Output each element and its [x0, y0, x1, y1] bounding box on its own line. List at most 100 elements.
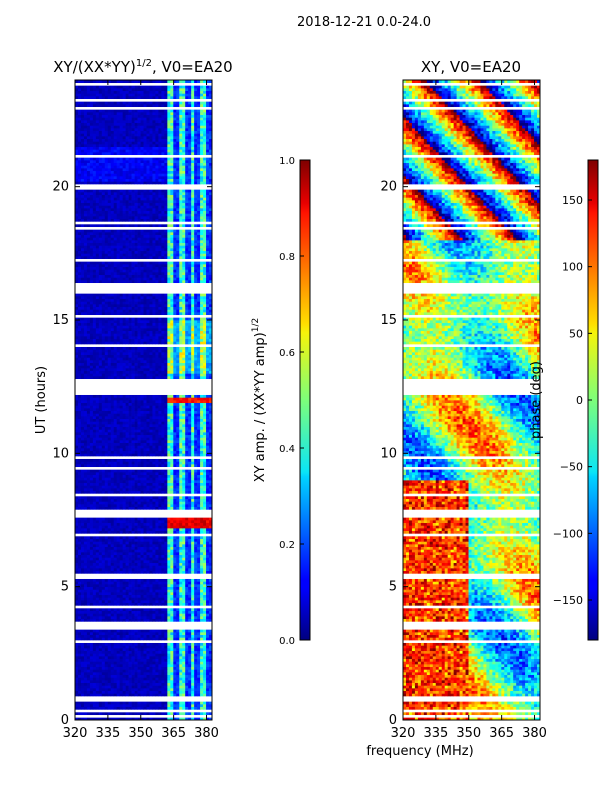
heatmap-cell — [167, 434, 171, 438]
heatmap-cell — [176, 458, 180, 462]
heatmap-cell — [197, 424, 201, 428]
heatmap-cell — [161, 618, 165, 622]
heatmap-cell — [149, 376, 153, 380]
heatmap-cell — [143, 608, 147, 612]
heatmap-cell — [146, 520, 150, 524]
heatmap-cell — [143, 682, 147, 686]
heatmap-cell — [86, 549, 91, 553]
heatmap-cell — [101, 610, 106, 614]
heatmap-cell — [125, 600, 129, 604]
heatmap-cell — [155, 434, 159, 438]
heatmap-cell — [200, 594, 204, 598]
heatmap-cell — [185, 680, 189, 684]
heatmap-cell — [149, 616, 153, 620]
heatmap-cell — [137, 517, 141, 521]
heatmap-cell — [101, 549, 106, 553]
heatmap-cell — [113, 442, 118, 446]
heatmap-cell — [134, 592, 138, 596]
heatmap-cell — [158, 520, 162, 524]
heatmap-cell — [209, 469, 212, 473]
heatmap-cell — [131, 418, 135, 422]
heatmap-cell — [206, 373, 210, 377]
heatmap-cell — [197, 653, 201, 657]
heatmap-cell — [101, 685, 106, 689]
heatmap-cell — [194, 405, 198, 409]
heatmap-cell — [77, 664, 82, 668]
heatmap-cell — [149, 429, 153, 433]
heatmap-cell — [107, 581, 112, 585]
heatmap-cell — [170, 642, 174, 646]
heatmap-cell — [143, 712, 147, 716]
heatmap-cell — [140, 600, 144, 604]
heatmap-cell — [164, 504, 168, 508]
heatmap-cell — [80, 650, 85, 654]
heatmap-cell — [75, 642, 79, 646]
heatmap-cell — [98, 397, 103, 401]
heatmap-cell — [77, 498, 82, 502]
heatmap-cell — [101, 416, 106, 420]
heatmap-cell — [167, 458, 171, 462]
heatmap-cell — [77, 426, 82, 430]
heatmap-cell — [77, 608, 82, 612]
heatmap-cell — [191, 458, 195, 462]
heatmap-cell — [194, 400, 198, 404]
heatmap-cell — [128, 592, 132, 596]
heatmap-cell — [98, 482, 103, 486]
heatmap-cell — [185, 653, 189, 657]
heatmap-cell — [125, 568, 129, 572]
heatmap-cell — [143, 405, 147, 409]
heatmap-cell — [110, 434, 115, 438]
heatmap-cell — [203, 410, 207, 414]
heatmap-cell — [137, 634, 141, 638]
heatmap-cell — [176, 693, 180, 697]
heatmap-cell — [185, 496, 189, 500]
heatmap-cell — [203, 437, 207, 441]
heatmap-cell — [131, 653, 135, 657]
heatmap-cell — [143, 600, 147, 604]
heatmap-cell — [86, 485, 91, 489]
heatmap-cell — [179, 677, 183, 681]
heatmap-cell — [203, 666, 207, 670]
heatmap-cell — [113, 408, 118, 412]
heatmap-cell — [101, 680, 106, 684]
heatmap-cell — [167, 701, 171, 705]
heatmap-cell — [149, 650, 153, 654]
heatmap-cell — [134, 637, 138, 641]
heatmap-cell — [182, 376, 186, 380]
heatmap-cell — [140, 402, 144, 406]
heatmap-cell — [113, 536, 118, 540]
heatmap-cell — [152, 613, 156, 617]
heatmap-cell — [188, 642, 192, 646]
heatmap-cell — [194, 418, 198, 422]
heatmap-cell — [113, 685, 118, 689]
heatmap-cell — [128, 408, 132, 412]
heatmap-cell — [98, 645, 103, 649]
heatmap-cell — [173, 717, 177, 720]
heatmap-cell — [161, 525, 165, 529]
heatmap-cell — [167, 536, 171, 540]
heatmap-cell — [161, 701, 165, 705]
heatmap-cell — [152, 552, 156, 556]
heatmap-cell — [89, 637, 94, 641]
heatmap-cell — [95, 525, 100, 529]
heatmap-cell — [167, 490, 171, 494]
heatmap-cell — [206, 688, 210, 692]
heatmap-cell — [176, 600, 180, 604]
heatmap-cell — [104, 613, 109, 617]
heatmap-cell — [122, 461, 126, 465]
heatmap-cell — [101, 402, 106, 406]
heatmap-cell — [152, 672, 156, 676]
heatmap-cell — [113, 477, 118, 481]
heatmap-cell — [155, 581, 159, 585]
heatmap-cell — [188, 394, 192, 398]
heatmap-cell — [185, 552, 189, 556]
heatmap-cell — [107, 648, 112, 652]
heatmap-cell — [86, 610, 91, 614]
flagged-row — [75, 466, 212, 470]
heatmap-cell — [161, 586, 165, 590]
heatmap-cell — [194, 464, 198, 468]
heatmap-cell — [75, 424, 79, 428]
heatmap-cell — [116, 413, 121, 417]
heatmap-cell — [107, 370, 112, 374]
heatmap-cell — [92, 672, 97, 676]
